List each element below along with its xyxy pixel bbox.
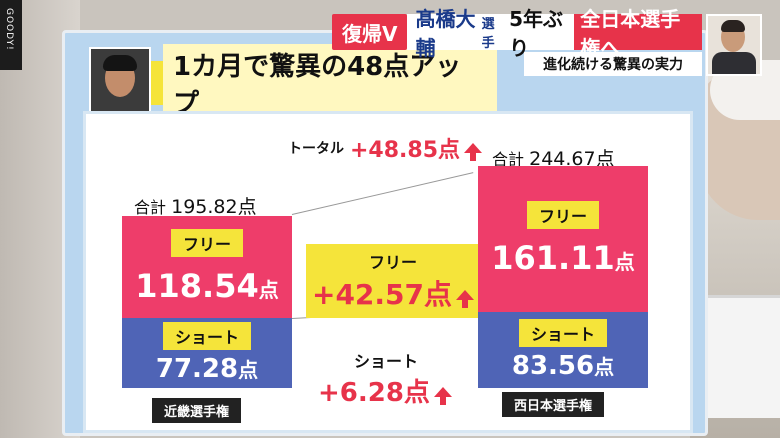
up-arrow-icon [464,143,483,161]
banner-years: 5年ぶり [509,7,564,60]
guest-thumbnail [706,14,762,76]
skater-photo [89,47,151,113]
left-free-box: フリー 118.54点 [122,216,292,318]
banner-name: 髙橋大輔 [415,7,476,60]
right-free-box: フリー 161.11点 [478,166,648,312]
right-short-score: 83.56点 [511,351,615,381]
banner-headline: 髙橋大輔 選手 5年ぶり 全日本選手権へ [407,7,702,60]
total-label: トータル [288,141,344,157]
left-total-value: 195.82点 [171,196,257,218]
right-total-value: 244.67点 [529,148,615,170]
right-free-score: 161.11点 [491,239,635,277]
desk-papers [700,295,780,418]
right-free-label: フリー [526,201,599,229]
free-divider-top [291,172,474,215]
banner-tag: 復帰V [332,14,408,50]
banner-senshu: 選手 [481,17,495,51]
left-free-score: 118.54点 [135,267,279,305]
right-total-label: 合計 [492,150,525,169]
banner-event: 全日本選手権へ [574,7,702,60]
channel-logo: GOODY! [0,0,22,70]
free-increase-label: フリー [368,253,417,272]
left-total: 合計 195.82点 [134,192,257,219]
left-free-label: フリー [170,229,243,257]
left-total-label: 合計 [134,198,167,217]
right-event-label: 西日本選手権 [502,392,605,417]
short-increase-value: +6.28点 [318,372,452,409]
score-board: 1カ月で驚異の48点アップ トータル +48.85点 合計 195.82点 合計… [62,30,708,436]
right-short-box: ショート 83.56点 [478,312,648,388]
up-arrow-icon [456,290,475,308]
short-increase-label: ショート [354,352,419,371]
channel-logo-text: GOODY! [4,8,14,51]
free-increase-value: +42.57点 [312,273,475,313]
left-event-label: 近畿選手権 [152,398,242,423]
news-banner: 復帰V 髙橋大輔 選手 5年ぶり 全日本選手権へ [332,7,702,60]
score-comparison: トータル +48.85点 合計 195.82点 合計 244.67点 フリー 1… [83,111,693,433]
guest-hair [721,20,745,32]
up-arrow-icon [433,387,452,405]
total-increase: +48.85点 [350,132,483,164]
right-short-label: ショート [518,319,607,347]
left-short-box: ショート 77.28点 [122,318,292,388]
left-short-score: 77.28点 [155,354,259,384]
right-total: 合計 244.67点 [492,144,615,171]
board-title-box: 1カ月で驚異の48点アップ [151,44,497,122]
banner-subline: 進化続ける驚異の実力 [524,52,702,76]
free-increase-box: フリー +42.57点 [306,244,480,318]
skater-hair [103,55,137,71]
left-short-label: ショート [162,322,251,350]
guest-suit [712,52,756,74]
